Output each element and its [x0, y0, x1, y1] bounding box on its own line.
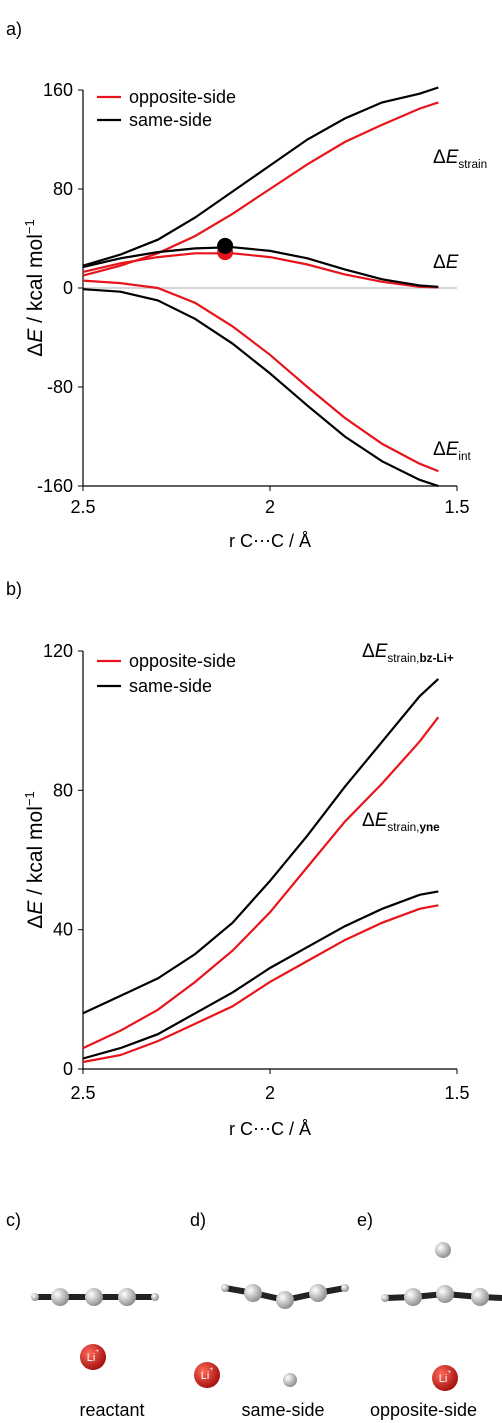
y-tick-label: 160 — [43, 80, 73, 100]
text-run: Δ — [433, 147, 446, 168]
text-run: E — [446, 252, 459, 273]
text-run: Δ — [24, 915, 47, 929]
x-tick-label: 1.5 — [444, 1083, 469, 1103]
text-run: E — [375, 641, 388, 662]
x-tick-label: 2.5 — [70, 1083, 95, 1103]
text-run: E — [446, 147, 459, 168]
legend-label: opposite-side — [129, 651, 236, 671]
curve — [83, 247, 438, 287]
curve-label: ΔEint — [433, 439, 472, 463]
legend-label: same-side — [129, 110, 212, 130]
text-run: bz-Li+ — [419, 652, 453, 665]
molecule-e — [381, 1242, 502, 1391]
curve — [83, 253, 438, 287]
panel-label: a) — [6, 19, 22, 39]
text-run: + — [209, 1366, 213, 1373]
structure-label: reactant — [79, 1400, 144, 1420]
structure-label: same-side — [241, 1400, 324, 1420]
text-run: Δ — [433, 439, 446, 460]
text-run: / kcal mol — [24, 234, 47, 329]
curve — [83, 717, 438, 1048]
legend-label: same-side — [129, 676, 212, 696]
y-tick-label: -160 — [37, 476, 73, 496]
y-tick-label: 0 — [63, 278, 73, 298]
text-run: + — [95, 1348, 99, 1355]
text-run: strain, — [387, 652, 419, 665]
text-run: Li — [201, 1370, 210, 1382]
curve-label: ΔEstrain,bz-Li+ — [362, 641, 454, 665]
curve-label: ΔEstrain,yne — [362, 810, 440, 834]
text-run: strain — [458, 158, 487, 171]
figure: a)160800-80-1602.521.5r C⋯C / ÅΔE / kcal… — [0, 0, 502, 1423]
text-run: / kcal mol — [24, 806, 47, 901]
text-run: Li — [439, 1373, 448, 1385]
text-run: Δ — [362, 641, 375, 662]
curve — [83, 891, 438, 1058]
text-run: + — [447, 1369, 451, 1376]
x-tick-label: 2 — [265, 497, 275, 517]
text-run: Δ — [362, 810, 375, 831]
y-tick-label: 120 — [43, 641, 73, 661]
text-run: yne — [419, 821, 440, 834]
text-run: −1 — [22, 219, 37, 234]
text-run: Li — [87, 1352, 96, 1364]
panel-label: e) — [357, 1210, 373, 1230]
y-tick-label: 40 — [53, 920, 73, 940]
x-tick-label: 2.5 — [70, 497, 95, 517]
text-run: Δ — [433, 252, 446, 273]
text-run: E — [24, 900, 47, 915]
x-tick-label: 2 — [265, 1083, 275, 1103]
y-tick-label: -80 — [47, 377, 73, 397]
molecule-d — [194, 1284, 349, 1388]
panel-label: b) — [6, 579, 22, 599]
x-axis-label: r C⋯C / Å — [229, 1119, 311, 1139]
panel-label: c) — [6, 1210, 21, 1230]
text-run: int — [458, 450, 471, 463]
y-tick-label: 80 — [53, 780, 73, 800]
text-run: E — [24, 328, 47, 343]
x-tick-label: 1.5 — [444, 497, 469, 517]
curve — [83, 905, 438, 1062]
text-run: E — [375, 810, 388, 831]
y-axis-label: ΔE / kcal mol−1 — [22, 791, 47, 928]
panel-label: d) — [190, 1210, 206, 1230]
legend-label: opposite-side — [129, 87, 236, 107]
x-axis-label: r C⋯C / Å — [229, 531, 311, 551]
text-run: Δ — [24, 343, 47, 357]
y-axis-label: ΔE / kcal mol−1 — [22, 219, 47, 356]
curve — [83, 289, 438, 486]
curve-label: ΔE — [433, 252, 459, 273]
marker — [217, 238, 233, 254]
curve — [83, 281, 438, 472]
text-run: −1 — [22, 791, 37, 806]
y-tick-label: 80 — [53, 179, 73, 199]
y-tick-label: 0 — [63, 1059, 73, 1079]
curve — [83, 679, 438, 1013]
structure-label: opposite-side — [370, 1400, 477, 1420]
curve-label: ΔEstrain — [433, 147, 487, 171]
text-run: E — [446, 439, 459, 460]
text-run: strain, — [387, 821, 419, 834]
